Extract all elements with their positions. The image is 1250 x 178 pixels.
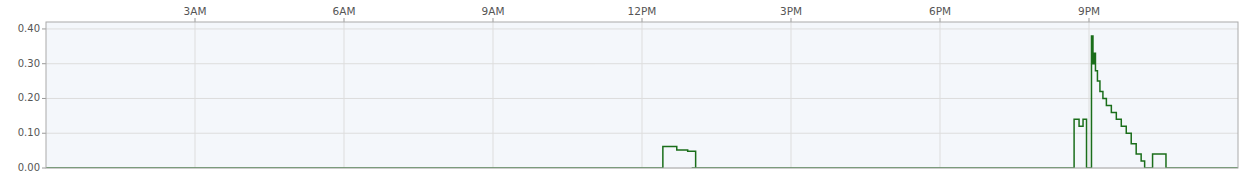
tick <box>940 18 941 22</box>
grid-line <box>1089 22 1090 168</box>
tick <box>493 18 494 22</box>
tick <box>1089 18 1090 22</box>
tick-label: 12PM <box>628 5 657 17</box>
tick <box>344 18 345 22</box>
tick-label: 0.40 <box>18 23 40 34</box>
tick-label: 9PM <box>1078 5 1100 17</box>
tick <box>42 98 46 99</box>
grid <box>46 22 1238 168</box>
tick <box>42 168 46 169</box>
tick-label: 9AM <box>482 5 505 17</box>
tick-label: 3PM <box>780 5 802 17</box>
tick-label: 0.10 <box>18 127 40 138</box>
tick <box>791 18 792 22</box>
tick <box>42 63 46 64</box>
tick <box>195 18 196 22</box>
grid-line <box>344 22 345 168</box>
data <box>46 36 1238 168</box>
grid-line <box>493 22 494 168</box>
line <box>46 36 1238 168</box>
plot-frame <box>46 22 1238 168</box>
tick-label: 6PM <box>929 5 951 17</box>
grid-line <box>940 22 941 168</box>
tick <box>642 18 643 22</box>
tick <box>42 28 46 29</box>
tick-label: 3AM <box>184 5 207 17</box>
axes: 0.00 0.10 0.20 0.30 0.40 3AM 6AM 9AM 12PM 3PM 6PM 9… <box>18 5 1100 173</box>
tick-label: 0.00 <box>18 162 40 173</box>
tick-label: 6AM <box>333 5 356 17</box>
tick-label: 0.20 <box>18 92 40 103</box>
tick <box>42 133 46 134</box>
plot-background <box>46 22 1238 168</box>
tick-label: 0.30 <box>18 58 40 69</box>
grid-line <box>195 22 196 168</box>
chart: 0.00 0.10 0.20 0.30 0.40 3AM 6AM 9AM 12PM 3PM 6PM 9… <box>0 0 1250 178</box>
grid-line <box>642 22 643 168</box>
grid-line <box>791 22 792 168</box>
